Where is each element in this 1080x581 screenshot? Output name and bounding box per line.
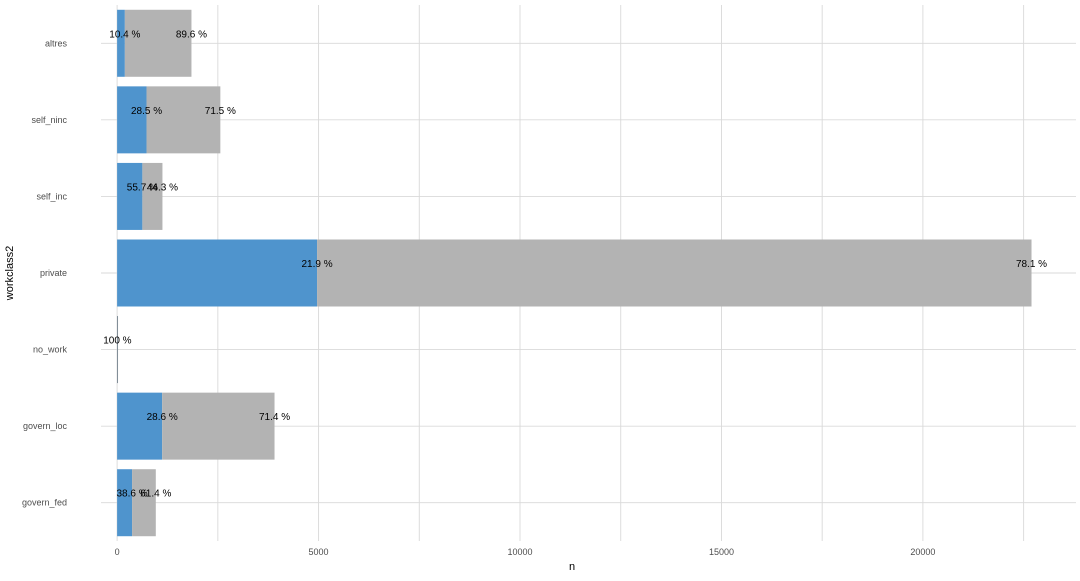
y-tick-label: self_inc: [36, 191, 67, 201]
x-tick-label: 20000: [910, 547, 935, 557]
x-tick-label: 10000: [507, 547, 532, 557]
data-label-govern_fed-series-1: 38.6 %: [116, 489, 147, 500]
y-tick-label: govern_loc: [23, 421, 68, 431]
bar-altres-series-1: [117, 9, 125, 77]
data-label-govern_loc-series-2: 71.4 %: [259, 412, 290, 423]
data-label-govern_fed-series-2: 61.4 %: [140, 489, 171, 500]
data-label-self_inc-series-1: 55.7 %: [127, 182, 158, 193]
data-label-altres-series-2: 89.6 %: [176, 29, 207, 40]
data-label-self_ninc-series-1: 28.5 %: [131, 106, 162, 117]
bar-govern_fed-series-2: [132, 469, 156, 537]
bar-self_inc-series-1: [117, 162, 143, 230]
y-tick-label: private: [40, 268, 67, 278]
data-label-govern_loc-series-1: 28.6 %: [147, 412, 178, 423]
bar-self_ninc-series-1: [117, 86, 147, 154]
y-tick-label: self_ninc: [31, 115, 67, 125]
data-label-self_ninc-series-2: 71.5 %: [205, 106, 236, 117]
x-tick-label: 5000: [309, 547, 329, 557]
data-label-private-series-2: 78.1 %: [1016, 259, 1047, 270]
data-label-no_work-series-2: 100 %: [103, 336, 131, 347]
bars: [117, 9, 1032, 537]
bar-altres-series-2: [124, 9, 192, 77]
y-tick-label: altres: [45, 38, 68, 48]
data-label-altres-series-1: 10.4 %: [109, 29, 140, 40]
x-tick-label: 0: [115, 547, 120, 557]
x-tick-label: 15000: [709, 547, 734, 557]
bar-govern_loc-series-2: [162, 392, 275, 460]
bar-govern_loc-series-1: [117, 392, 163, 460]
data-labels: 10.4 % 89.6 % 28.5 % 71.5 % 55.7 %44.3 % 21.9…: [103, 29, 1047, 499]
bar-self_inc-series-2: [142, 162, 163, 230]
x-axis-title: n: [569, 561, 575, 573]
data-label-private-series-1: 21.9 %: [302, 259, 333, 270]
y-axis-title: workclass2: [4, 246, 16, 301]
y-tick-label: no_work: [33, 345, 68, 355]
bar-private-series-1: [117, 239, 318, 307]
bar-self_ninc-series-2: [146, 86, 221, 154]
y-tick-label: govern_fed: [22, 498, 67, 508]
bar-govern_fed-series-1: [117, 469, 133, 537]
data-label-self_inc-series-2: 44.3 %: [147, 182, 178, 193]
bar-private-series-2: [317, 239, 1032, 307]
